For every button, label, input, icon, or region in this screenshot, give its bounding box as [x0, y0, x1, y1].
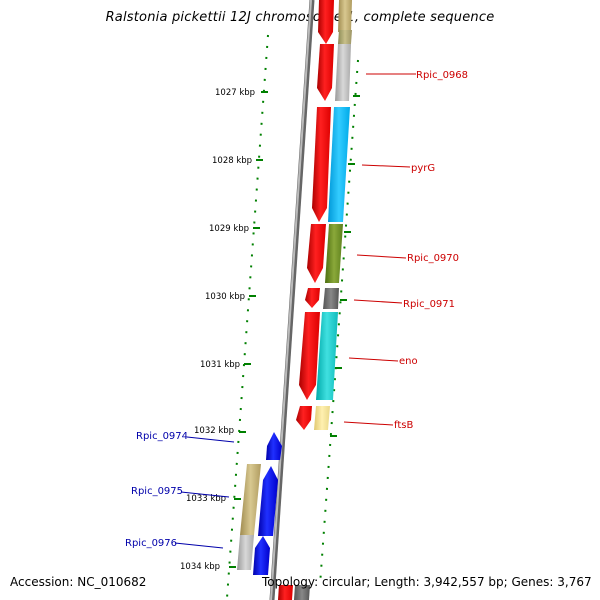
- gene-label-rpic-0976[interactable]: Rpic_0976: [125, 538, 177, 549]
- gene-arrow-rpic-0971[interactable]: [305, 288, 320, 308]
- connector-ftsb: [343, 421, 394, 426]
- gene-label-pyrg[interactable]: pyrG: [411, 163, 435, 174]
- scale-label-1032: 1032 kbp: [194, 426, 234, 436]
- scale-label-1033: 1033 kbp: [186, 494, 226, 504]
- label-connectors: [174, 73, 416, 549]
- gene-arrow-pyrg[interactable]: [312, 107, 331, 222]
- chromosome-backbone: [269, 0, 315, 600]
- connector-eno: [348, 357, 399, 362]
- gene-arrow-rpic-0970[interactable]: [307, 224, 326, 283]
- gene-arrow[interactable]: [318, 0, 334, 44]
- gene-arrow-rpic-0974[interactable]: [266, 432, 282, 460]
- gene-arrow[interactable]: [278, 585, 293, 600]
- connector-rpic-0971: [353, 299, 403, 304]
- category-box-eno: [316, 312, 338, 400]
- category-box: [294, 585, 310, 600]
- gene-label-rpic-0975[interactable]: Rpic_0975: [131, 486, 183, 497]
- category-box: [338, 30, 352, 44]
- connector-rpic-0976: [174, 542, 224, 549]
- connector-pyrg: [361, 164, 411, 168]
- gene-label-rpic-0971[interactable]: Rpic_0971: [403, 299, 455, 310]
- scale-labels: 1027 kbp 1028 kbp 1029 kbp 1030 kbp 1031…: [180, 88, 255, 572]
- gene-label-rpic-0970[interactable]: Rpic_0970: [407, 253, 459, 264]
- gene-arrow-rpic-0975[interactable]: [258, 466, 278, 536]
- category-box-pyrg: [328, 107, 350, 222]
- gene-arrow-rpic-0976[interactable]: [253, 536, 270, 575]
- category-box: [338, 0, 352, 32]
- gene-label-eno[interactable]: eno: [399, 356, 418, 367]
- gene-arrow-eno[interactable]: [299, 312, 320, 400]
- gene-arrow-ftsb[interactable]: [296, 406, 312, 430]
- gene-labels: Rpic_0968 pyrG Rpic_0970 Rpic_0971 eno f…: [125, 70, 468, 549]
- scale-label-1028: 1028 kbp: [212, 156, 252, 166]
- category-box-rpic-0968: [335, 44, 351, 101]
- category-box-rpic-0971: [323, 288, 339, 309]
- gene-label-ftsb[interactable]: ftsB: [394, 420, 413, 431]
- genome-summary-text: Topology: circular; Length: 3,942,557 bp…: [262, 575, 592, 589]
- map-title: Ralstonia pickettii 12J chromosome 1, co…: [105, 10, 495, 25]
- gene-label-rpic-0968[interactable]: Rpic_0968: [416, 70, 468, 81]
- category-box-rpic-0975: [240, 464, 261, 535]
- category-box-ftsb: [314, 406, 330, 430]
- scale-label-1030: 1030 kbp: [205, 292, 245, 302]
- category-box-rpic-0970: [325, 224, 343, 283]
- gene-arrow-rpic-0968[interactable]: [317, 44, 334, 101]
- scale-ticks-right: [330, 95, 360, 437]
- scale-label-1034: 1034 kbp: [180, 562, 220, 572]
- accession-text: Accession: NC_010682: [10, 575, 147, 589]
- forward-category-boxes: [294, 0, 352, 600]
- scale-ticks-left: [229, 91, 268, 568]
- connector-rpic-0974: [186, 436, 235, 443]
- scale-label-1029: 1029 kbp: [209, 224, 249, 234]
- reverse-strand-genes: [253, 432, 282, 575]
- connector-rpic-0975: [180, 491, 230, 498]
- reverse-category-boxes: [237, 464, 261, 570]
- connector-rpic-0970: [356, 254, 407, 259]
- scale-label-1031: 1031 kbp: [200, 360, 240, 370]
- gene-label-rpic-0974[interactable]: Rpic_0974: [136, 431, 188, 442]
- category-box-rpic-0976: [237, 535, 254, 570]
- scale-label-1027: 1027 kbp: [215, 88, 255, 98]
- forward-strand-genes: [278, 0, 334, 600]
